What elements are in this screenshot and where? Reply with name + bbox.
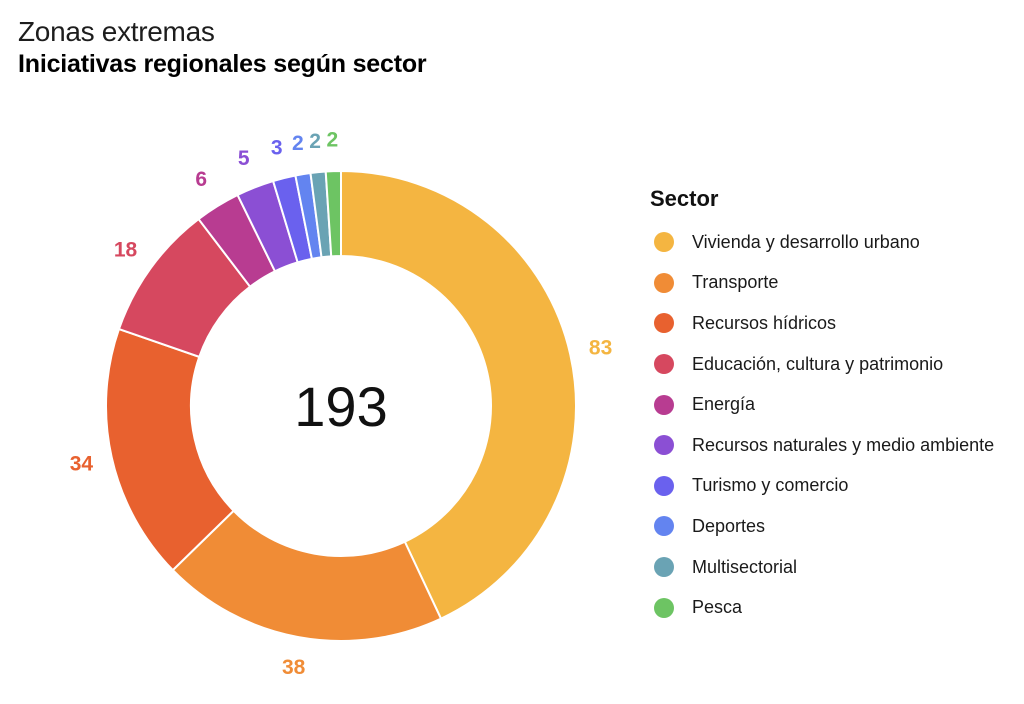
- slice-value-label: 38: [282, 656, 306, 679]
- donut-slice: [340, 169, 577, 620]
- legend-title: Sector: [650, 186, 719, 211]
- legend-item: Transporte: [650, 263, 994, 304]
- slice-value-label: 5: [238, 147, 250, 170]
- legend-items: Vivienda y desarrollo urbano Transporte Re…: [650, 222, 994, 628]
- legend-label: Energía: [692, 394, 756, 415]
- legend-swatch: [654, 313, 674, 334]
- slice-value-label: 2: [326, 129, 338, 152]
- slice-value-label: 2: [309, 130, 321, 153]
- legend-label: Educación, cultura y patrimonio: [692, 353, 944, 374]
- legend-swatch: [654, 354, 674, 375]
- chart-title: Iniciativas regionales según sector: [18, 50, 427, 78]
- slice-value-label: 2: [292, 132, 304, 155]
- legend-swatch: [654, 516, 674, 537]
- legend-item: Educación, cultura y patrimonio: [650, 344, 994, 385]
- legend-label: Deportes: [692, 515, 766, 536]
- legend-item: Multisectorial: [650, 547, 994, 588]
- legend-swatch: [654, 394, 674, 415]
- slice-value-label: 6: [195, 168, 207, 191]
- legend-label: Vivienda y desarrollo urbano: [692, 231, 920, 252]
- donut-slices: [105, 169, 577, 642]
- donut-slice: [324, 169, 342, 258]
- legend-swatch: [654, 435, 674, 456]
- slice-value-label: 34: [70, 452, 94, 475]
- legend-label: Recursos naturales y medio ambiente: [692, 434, 995, 455]
- legend-label: Multisectorial: [692, 556, 798, 577]
- chart-header: Zonas extremas Iniciativas regionales se…: [18, 16, 427, 79]
- legend-item: Deportes: [650, 506, 994, 547]
- slice-value-label: 83: [589, 337, 612, 360]
- legend-swatch: [654, 557, 674, 578]
- legend-label: Transporte: [692, 272, 779, 293]
- legend-item: Energía: [650, 384, 994, 425]
- donut-center-total: 193: [294, 375, 387, 438]
- legend-swatch: [654, 597, 674, 618]
- legend: Sector Vivienda y desarrollo urbano Trans…: [650, 186, 994, 628]
- legend-item: Recursos hídricos: [650, 303, 994, 344]
- legend-swatch: [654, 272, 674, 293]
- legend-label: Pesca: [692, 597, 743, 618]
- legend-swatch: [654, 232, 674, 253]
- slice-value-label: 18: [114, 238, 138, 261]
- legend-item: Recursos naturales y medio ambiente: [650, 425, 994, 466]
- legend-item: Vivienda y desarrollo urbano: [650, 222, 994, 263]
- legend-item: Turismo y comercio: [650, 466, 994, 507]
- slice-value-label: 3: [271, 136, 283, 159]
- legend-swatch: [654, 475, 674, 496]
- legend-label: Recursos hídricos: [692, 312, 837, 333]
- legend-item: Pesca: [650, 587, 994, 628]
- chart-subtitle: Zonas extremas: [18, 16, 215, 47]
- legend-label: Turismo y comercio: [692, 475, 849, 496]
